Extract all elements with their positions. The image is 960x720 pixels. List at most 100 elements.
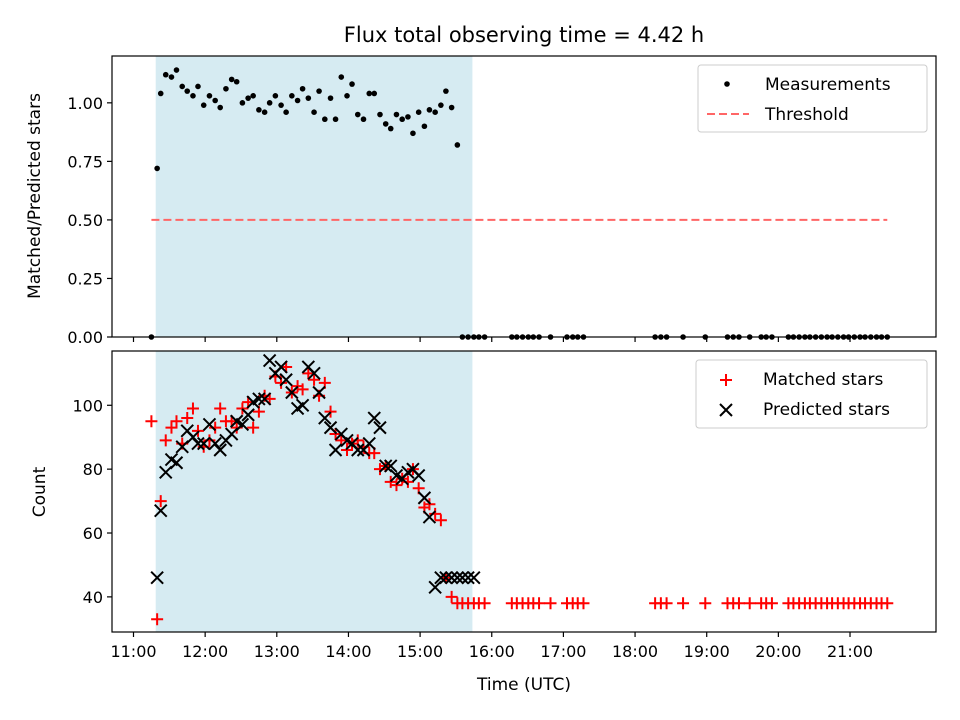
predicted-star-point xyxy=(351,443,365,457)
measurement-point xyxy=(432,109,438,115)
measurement-point xyxy=(228,76,235,83)
matched-star-point xyxy=(247,421,260,434)
y-tick-label: 80 xyxy=(83,460,103,479)
matched-star-point xyxy=(429,507,442,520)
y-tick-label: 60 xyxy=(83,524,103,543)
predicted-star-point xyxy=(434,571,448,585)
legend-measurements-label: Measurements xyxy=(765,75,891,95)
matched-star-point xyxy=(165,421,178,434)
matched-star-point xyxy=(214,402,227,415)
measurement-point xyxy=(299,85,306,92)
measurement-point xyxy=(305,95,312,101)
matched-star-point xyxy=(677,597,690,610)
measurement-point xyxy=(272,93,279,99)
measurement-point xyxy=(223,85,229,92)
predicted-star-point xyxy=(323,420,338,435)
predicted-star-point xyxy=(307,366,321,381)
matched-star-point xyxy=(434,514,447,527)
predicted-star-point xyxy=(202,417,217,432)
measurement-point xyxy=(426,107,433,113)
measurement-point xyxy=(256,107,262,113)
matched-star-point xyxy=(181,412,194,425)
panel-ratio-shaded-span xyxy=(155,56,473,337)
matched-star-point xyxy=(732,597,745,610)
panel-count-ylabel: Count xyxy=(30,466,50,517)
predicted-star-point xyxy=(274,360,288,374)
x-tick-label: 12:00 xyxy=(182,642,228,661)
x-tick-label: 18:00 xyxy=(612,642,658,661)
measurement-point xyxy=(162,71,169,78)
measurement-point xyxy=(168,74,175,80)
predicted-star-point xyxy=(439,571,453,585)
legend-matched-label: Matched stars xyxy=(763,370,883,390)
predicted-star-point xyxy=(428,580,442,595)
measurement-point xyxy=(382,121,389,127)
matched-star-point xyxy=(743,597,756,610)
predicted-star-point xyxy=(197,436,211,451)
measurement-point xyxy=(399,116,405,123)
matched-star-point xyxy=(151,613,164,626)
matched-star-point xyxy=(236,402,249,415)
measurement-point xyxy=(322,116,328,123)
measurement-point xyxy=(454,142,461,148)
measurement-point xyxy=(289,93,295,99)
matched-star-point xyxy=(308,373,321,386)
measurement-point xyxy=(154,165,160,172)
measurement-point xyxy=(332,116,339,123)
measurement-point xyxy=(387,125,394,132)
legend-predicted-marker xyxy=(719,403,733,417)
measurement-point xyxy=(195,83,201,90)
measurement-point xyxy=(200,102,207,108)
measurement-point xyxy=(266,100,273,106)
predicted-star-point xyxy=(150,571,164,585)
matched-star-point xyxy=(699,597,712,610)
x-tick-label: 13:00 xyxy=(254,642,300,661)
measurement-point xyxy=(278,102,284,108)
matched-star-point xyxy=(478,597,491,610)
panel-count: 40 60 80 100 11:00 12:00 13:00 14:00 15:00 16:00… xyxy=(30,350,937,661)
measurement-point xyxy=(415,109,422,115)
panel-count-y-ticks: 40 60 80 100 xyxy=(72,396,112,607)
predicted-star-point xyxy=(328,443,343,457)
measurement-point xyxy=(233,78,240,85)
x-axis-label: Time (UTC) xyxy=(476,675,571,695)
measurement-point xyxy=(327,95,334,101)
predicted-star-point xyxy=(191,436,205,451)
legend-frame xyxy=(697,64,928,133)
measurement-point xyxy=(338,74,345,80)
x-tick-label: 15:00 xyxy=(397,642,443,661)
legend-frame xyxy=(695,359,928,429)
measurement-point xyxy=(443,88,449,94)
legend-measurements-marker xyxy=(724,81,730,87)
predicted-star-point xyxy=(235,417,250,432)
measurement-point xyxy=(173,67,180,73)
panel-count-x-ticks: 11:00 12:00 13:00 14:00 15:00 16:00 17:00 18:00… xyxy=(110,632,873,661)
panel-ratio-y-ticks: 0.00 0.25 0.50 0.75 1.00 xyxy=(67,94,112,347)
measurement-point xyxy=(245,95,251,101)
legend-predicted-label: Predicted stars xyxy=(763,400,890,420)
measurement-point xyxy=(393,111,400,118)
matched-star-point xyxy=(660,597,673,610)
matched-star-point xyxy=(159,434,172,447)
measurement-point xyxy=(157,90,164,97)
measurement-point xyxy=(448,104,455,111)
predicted-star-point xyxy=(455,571,470,585)
predicted-star-point xyxy=(318,411,332,425)
panel-ratio-frame xyxy=(111,55,937,338)
legend-threshold-label: Threshold xyxy=(764,105,849,125)
measurement-point xyxy=(294,97,301,104)
matched-star-point xyxy=(401,475,414,488)
matched-star-point xyxy=(302,367,315,380)
measurement-point xyxy=(366,90,373,97)
measurement-point xyxy=(250,93,256,99)
x-tick-label: 21:00 xyxy=(827,642,873,661)
matched-star-point xyxy=(154,495,167,508)
matched-star-point xyxy=(445,590,458,603)
predicted-star-point xyxy=(450,571,465,585)
panel-count-shaded-span xyxy=(155,351,473,632)
x-tick-label: 20:00 xyxy=(755,642,801,661)
matched-star-point xyxy=(577,597,590,610)
panel-count-frame xyxy=(111,350,937,633)
matched-star-point xyxy=(170,415,183,428)
